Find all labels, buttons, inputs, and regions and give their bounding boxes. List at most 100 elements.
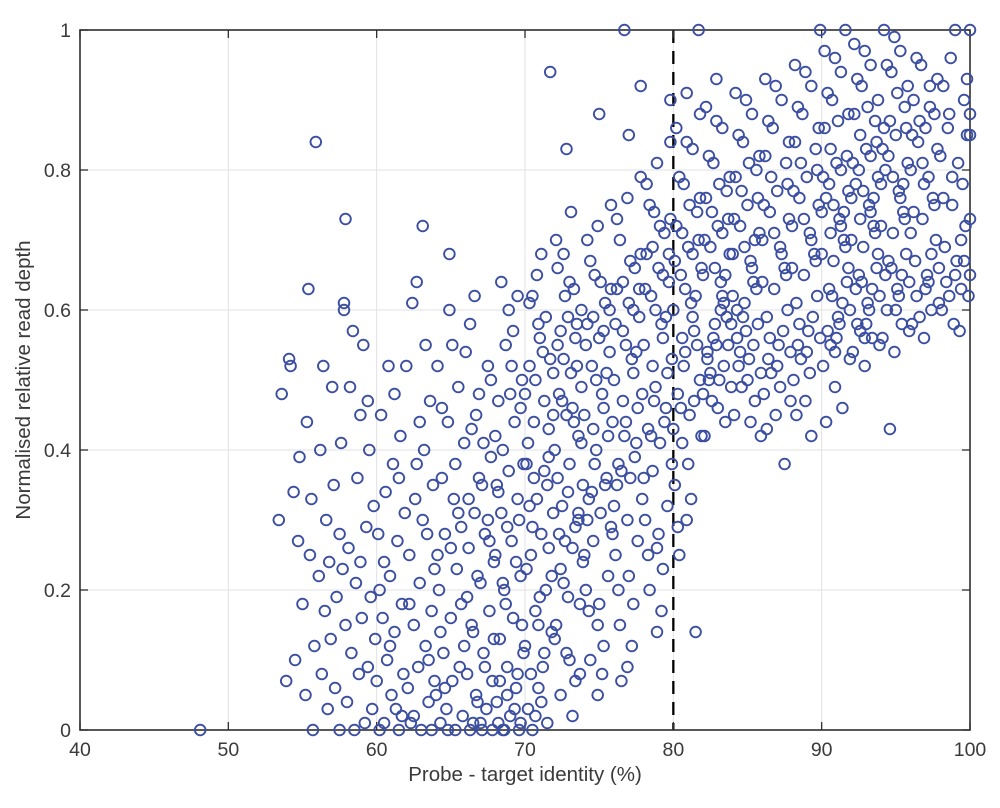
scatter-point bbox=[543, 65, 557, 79]
scatter-point bbox=[557, 247, 570, 261]
scatter-point bbox=[711, 401, 725, 415]
scatter-point bbox=[652, 527, 665, 541]
scatter-point bbox=[721, 338, 735, 352]
scatter-point bbox=[713, 177, 726, 191]
scatter-point bbox=[696, 387, 710, 401]
scatter-point bbox=[407, 709, 421, 723]
scatter-point bbox=[465, 422, 478, 436]
scatter-point bbox=[762, 114, 775, 128]
scatter-point bbox=[678, 282, 692, 296]
scatter-point bbox=[355, 611, 369, 625]
scatter-point bbox=[509, 555, 523, 569]
scatter-point bbox=[791, 338, 805, 352]
scatter-point bbox=[925, 247, 938, 261]
scatter-point bbox=[753, 149, 766, 163]
scatter-point bbox=[883, 422, 897, 436]
scatter-point bbox=[576, 555, 590, 569]
scatter-point bbox=[386, 457, 400, 471]
scatter-point bbox=[443, 303, 456, 317]
scatter-point bbox=[963, 23, 977, 37]
scatter-point bbox=[880, 303, 894, 317]
scatter-point bbox=[809, 254, 822, 268]
scatter-point bbox=[441, 415, 455, 429]
scatter-point bbox=[287, 485, 300, 499]
scatter-point bbox=[478, 660, 492, 674]
scatter-point bbox=[604, 198, 618, 212]
scatter-point bbox=[879, 163, 892, 177]
scatter-point bbox=[389, 702, 403, 716]
scatter-point bbox=[630, 436, 643, 450]
scatter-point bbox=[693, 107, 707, 121]
scatter-point bbox=[931, 72, 944, 86]
scatter-point bbox=[588, 457, 601, 471]
scatter-point bbox=[291, 534, 305, 548]
scatter-point bbox=[673, 548, 686, 562]
scatter-point bbox=[518, 387, 532, 401]
scatter-point bbox=[674, 268, 688, 282]
scatter-point bbox=[668, 254, 682, 268]
scatter-point bbox=[549, 233, 563, 247]
scatter-point bbox=[435, 401, 449, 415]
scatter-point bbox=[760, 310, 774, 324]
scatter-point bbox=[812, 121, 825, 135]
scatter-point bbox=[586, 422, 600, 436]
scatter-point bbox=[853, 128, 867, 142]
scatter-point bbox=[775, 247, 788, 261]
scatter-point bbox=[589, 373, 603, 387]
scatter-point bbox=[948, 268, 962, 282]
scatter-point bbox=[497, 723, 511, 737]
scatter-point bbox=[425, 604, 438, 618]
scatter-point bbox=[899, 121, 913, 135]
scatter-point bbox=[460, 667, 474, 681]
scatter-point bbox=[452, 380, 465, 394]
scatter-point bbox=[757, 198, 771, 212]
scatter-point bbox=[575, 303, 588, 317]
scatter-point bbox=[607, 499, 621, 513]
scatter-point bbox=[508, 415, 521, 429]
scatter-point bbox=[673, 170, 686, 184]
scatter-point bbox=[431, 548, 444, 562]
scatter-point bbox=[502, 464, 515, 478]
scatter-point bbox=[812, 198, 825, 212]
scatter-point bbox=[514, 716, 527, 730]
scatter-point bbox=[907, 93, 920, 107]
scatter-point bbox=[337, 303, 351, 317]
scatter-point bbox=[475, 478, 489, 492]
scatter-point bbox=[370, 674, 383, 688]
scatter-point bbox=[460, 590, 474, 604]
scatter-point bbox=[440, 702, 453, 716]
scatter-point bbox=[570, 359, 584, 373]
scatter-point bbox=[733, 219, 747, 233]
scatter-point bbox=[960, 72, 974, 86]
scatter-point bbox=[454, 597, 468, 611]
scatter-point bbox=[554, 324, 567, 338]
scatter-point bbox=[548, 632, 561, 646]
scatter-point bbox=[822, 282, 836, 296]
scatter-point bbox=[454, 520, 468, 534]
scatter-point bbox=[524, 667, 538, 681]
scatter-point bbox=[586, 310, 600, 324]
scatter-point bbox=[867, 219, 880, 233]
scatter-point bbox=[686, 247, 699, 261]
scatter-point bbox=[913, 310, 926, 324]
scatter-point bbox=[692, 233, 705, 247]
scatter-point bbox=[514, 569, 527, 583]
scatter-point bbox=[497, 583, 511, 597]
scatter-point bbox=[438, 527, 452, 541]
scatter-point bbox=[420, 527, 434, 541]
scatter-point bbox=[354, 408, 367, 422]
scatter-point bbox=[643, 198, 656, 212]
scatter-point bbox=[282, 352, 296, 366]
scatter-point bbox=[848, 107, 861, 121]
scatter-point bbox=[403, 548, 416, 562]
scatter-point bbox=[317, 359, 330, 373]
scatter-point bbox=[888, 345, 901, 359]
scatter-point bbox=[398, 506, 412, 520]
scatter-point bbox=[538, 464, 551, 478]
scatter-point bbox=[515, 373, 529, 387]
scatter-point bbox=[671, 520, 685, 534]
scatter-point bbox=[868, 226, 882, 240]
scatter-point bbox=[554, 688, 567, 702]
scatter-point bbox=[532, 681, 545, 695]
scatter-point bbox=[463, 317, 477, 331]
